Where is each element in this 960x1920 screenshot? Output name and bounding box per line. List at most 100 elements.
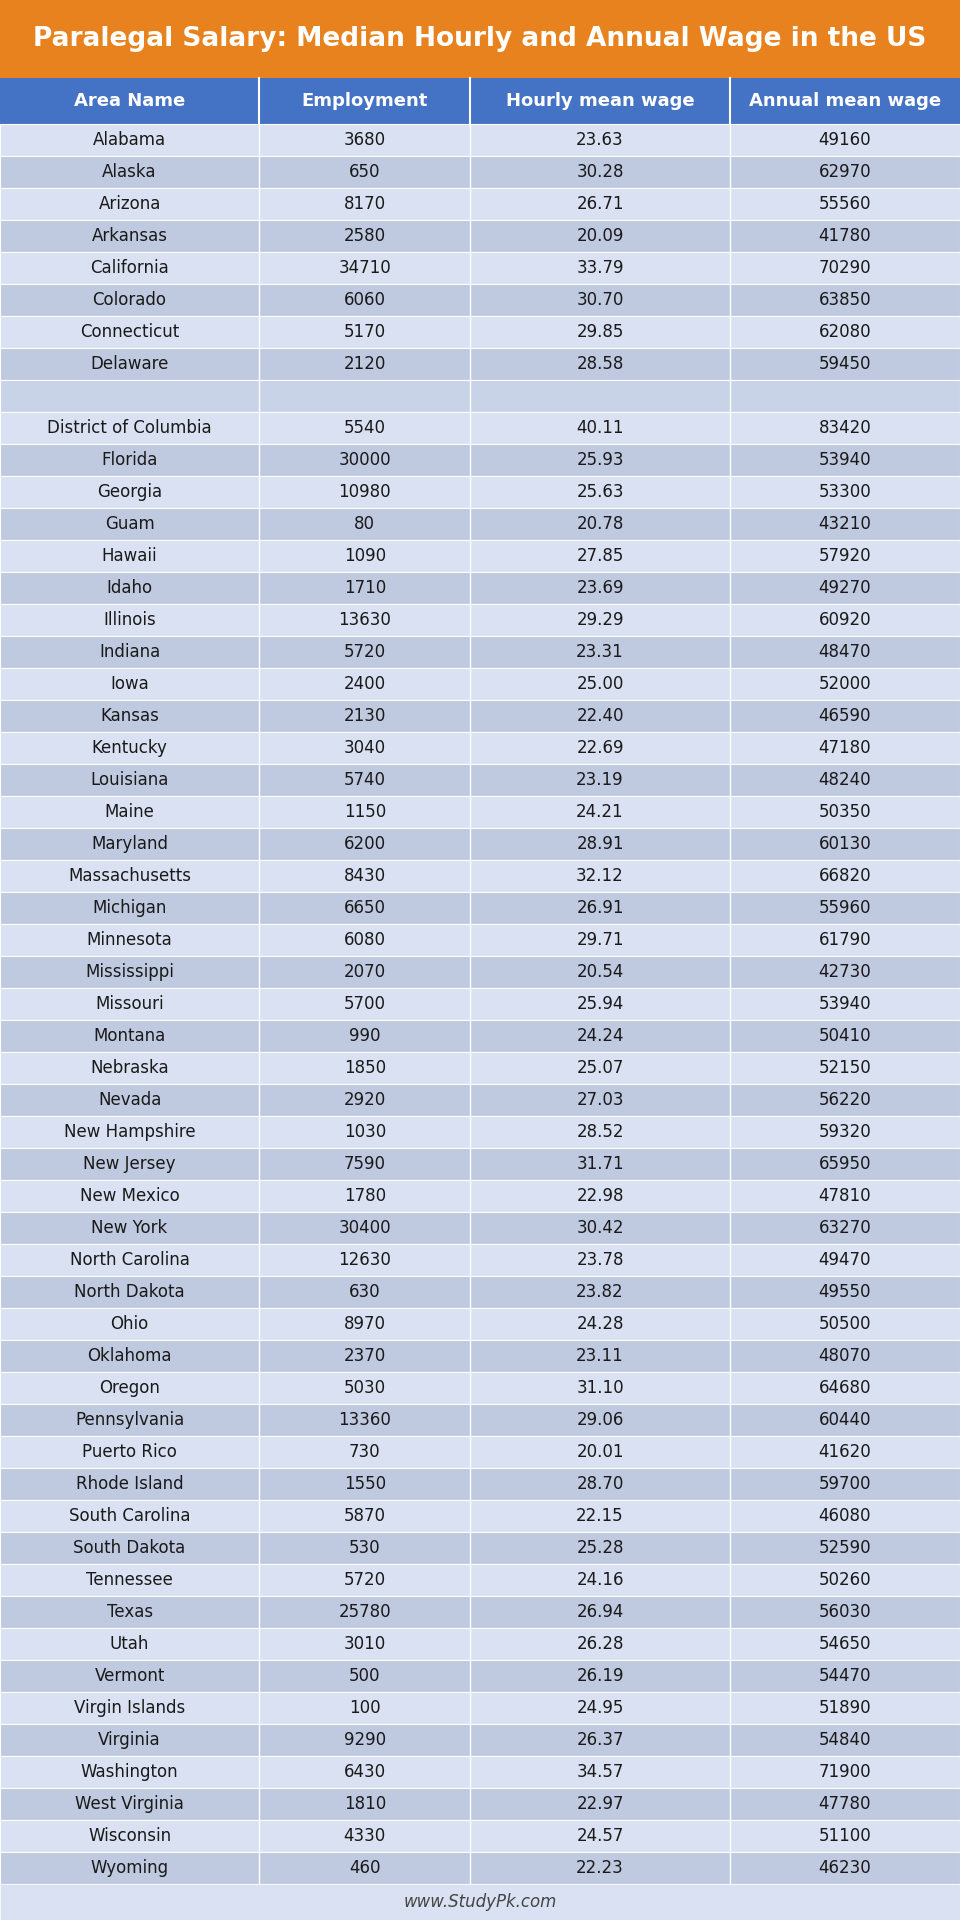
Bar [0,1788,960,1820]
Text: 20.78: 20.78 [576,515,624,534]
Text: 29.29: 29.29 [576,611,624,630]
Text: 23.69: 23.69 [576,580,624,597]
Text: North Dakota: North Dakota [74,1283,185,1302]
Bar [0,1244,960,1277]
Text: 650: 650 [349,163,380,180]
Text: Nebraska: Nebraska [90,1060,169,1077]
Text: 6200: 6200 [344,835,386,852]
Bar [0,1340,960,1373]
Bar [0,1085,960,1116]
Text: Area Name: Area Name [74,92,185,109]
Text: Missouri: Missouri [95,995,164,1014]
Text: 7590: 7590 [344,1156,386,1173]
Text: 6080: 6080 [344,931,386,948]
Bar [0,1277,960,1308]
Text: 59450: 59450 [819,355,871,372]
Bar [0,252,960,284]
Text: 49160: 49160 [819,131,871,150]
Text: www.StudyPk.com: www.StudyPk.com [403,1893,557,1910]
Text: Kansas: Kansas [100,707,159,726]
Text: Iowa: Iowa [110,676,149,693]
Text: 28.52: 28.52 [576,1123,624,1140]
Text: 64680: 64680 [819,1379,871,1398]
Text: 29.06: 29.06 [576,1411,624,1428]
Text: Colorado: Colorado [92,292,167,309]
Text: 23.31: 23.31 [576,643,624,660]
Text: 56220: 56220 [819,1091,871,1110]
Text: 8970: 8970 [344,1315,386,1332]
Text: Virgin Islands: Virgin Islands [74,1699,185,1716]
Bar [0,1724,960,1757]
Text: 41620: 41620 [819,1444,871,1461]
Bar [0,444,960,476]
Text: 30000: 30000 [339,451,391,468]
Text: 25.94: 25.94 [576,995,624,1014]
Text: 23.78: 23.78 [576,1252,624,1269]
Text: Kentucky: Kentucky [91,739,168,756]
Text: South Dakota: South Dakota [74,1540,185,1557]
Bar [0,1148,960,1181]
Bar [0,125,960,156]
Text: 23.19: 23.19 [576,772,624,789]
Text: 30.42: 30.42 [576,1219,624,1236]
Text: 25780: 25780 [339,1603,391,1620]
Text: New Hampshire: New Hampshire [63,1123,196,1140]
Text: 22.40: 22.40 [576,707,624,726]
Text: 24.28: 24.28 [576,1315,624,1332]
Bar [0,1404,960,1436]
Text: 50350: 50350 [819,803,871,822]
Text: 2370: 2370 [344,1348,386,1365]
Text: Virginia: Virginia [98,1732,161,1749]
Bar [0,1884,960,1920]
Text: 5030: 5030 [344,1379,386,1398]
Text: 1150: 1150 [344,803,386,822]
Bar [0,1820,960,1853]
Text: 1550: 1550 [344,1475,386,1494]
Text: 20.09: 20.09 [576,227,624,246]
Text: 2920: 2920 [344,1091,386,1110]
Text: 54650: 54650 [819,1636,871,1653]
Text: 1030: 1030 [344,1123,386,1140]
Text: 29.85: 29.85 [576,323,624,342]
Text: 990: 990 [349,1027,380,1044]
Bar [0,893,960,924]
Text: 5740: 5740 [344,772,386,789]
Text: 24.95: 24.95 [576,1699,624,1716]
Text: Maine: Maine [105,803,155,822]
Text: 48470: 48470 [819,643,871,660]
Text: 30.70: 30.70 [576,292,624,309]
Text: 2130: 2130 [344,707,386,726]
Text: 30.28: 30.28 [576,163,624,180]
Text: 24.24: 24.24 [576,1027,624,1044]
Text: 530: 530 [349,1540,380,1557]
Bar [0,1020,960,1052]
Text: 60920: 60920 [819,611,871,630]
Text: 50260: 50260 [819,1571,871,1590]
Text: 2400: 2400 [344,676,386,693]
Text: 63270: 63270 [819,1219,871,1236]
Text: 1780: 1780 [344,1187,386,1206]
Text: South Carolina: South Carolina [69,1507,190,1524]
Text: Utah: Utah [109,1636,150,1653]
Text: 47180: 47180 [819,739,871,756]
Text: 25.28: 25.28 [576,1540,624,1557]
Text: 5720: 5720 [344,643,386,660]
Text: 60130: 60130 [819,835,871,852]
Text: Paralegal Salary: Median Hourly and Annual Wage in the US: Paralegal Salary: Median Hourly and Annu… [34,27,926,52]
Text: 48070: 48070 [819,1348,871,1365]
Bar [0,1436,960,1469]
Text: Pennsylvania: Pennsylvania [75,1411,184,1428]
Text: 26.94: 26.94 [576,1603,624,1620]
Bar [0,1469,960,1500]
Text: 22.98: 22.98 [576,1187,624,1206]
Text: 2580: 2580 [344,227,386,246]
Text: 4330: 4330 [344,1828,386,1845]
Text: Florida: Florida [102,451,157,468]
Text: New Jersey: New Jersey [84,1156,176,1173]
Text: 22.23: 22.23 [576,1859,624,1878]
Text: 46080: 46080 [819,1507,871,1524]
Text: 28.91: 28.91 [576,835,624,852]
Text: Arkansas: Arkansas [91,227,168,246]
Text: Oklahoma: Oklahoma [87,1348,172,1365]
Bar [0,540,960,572]
